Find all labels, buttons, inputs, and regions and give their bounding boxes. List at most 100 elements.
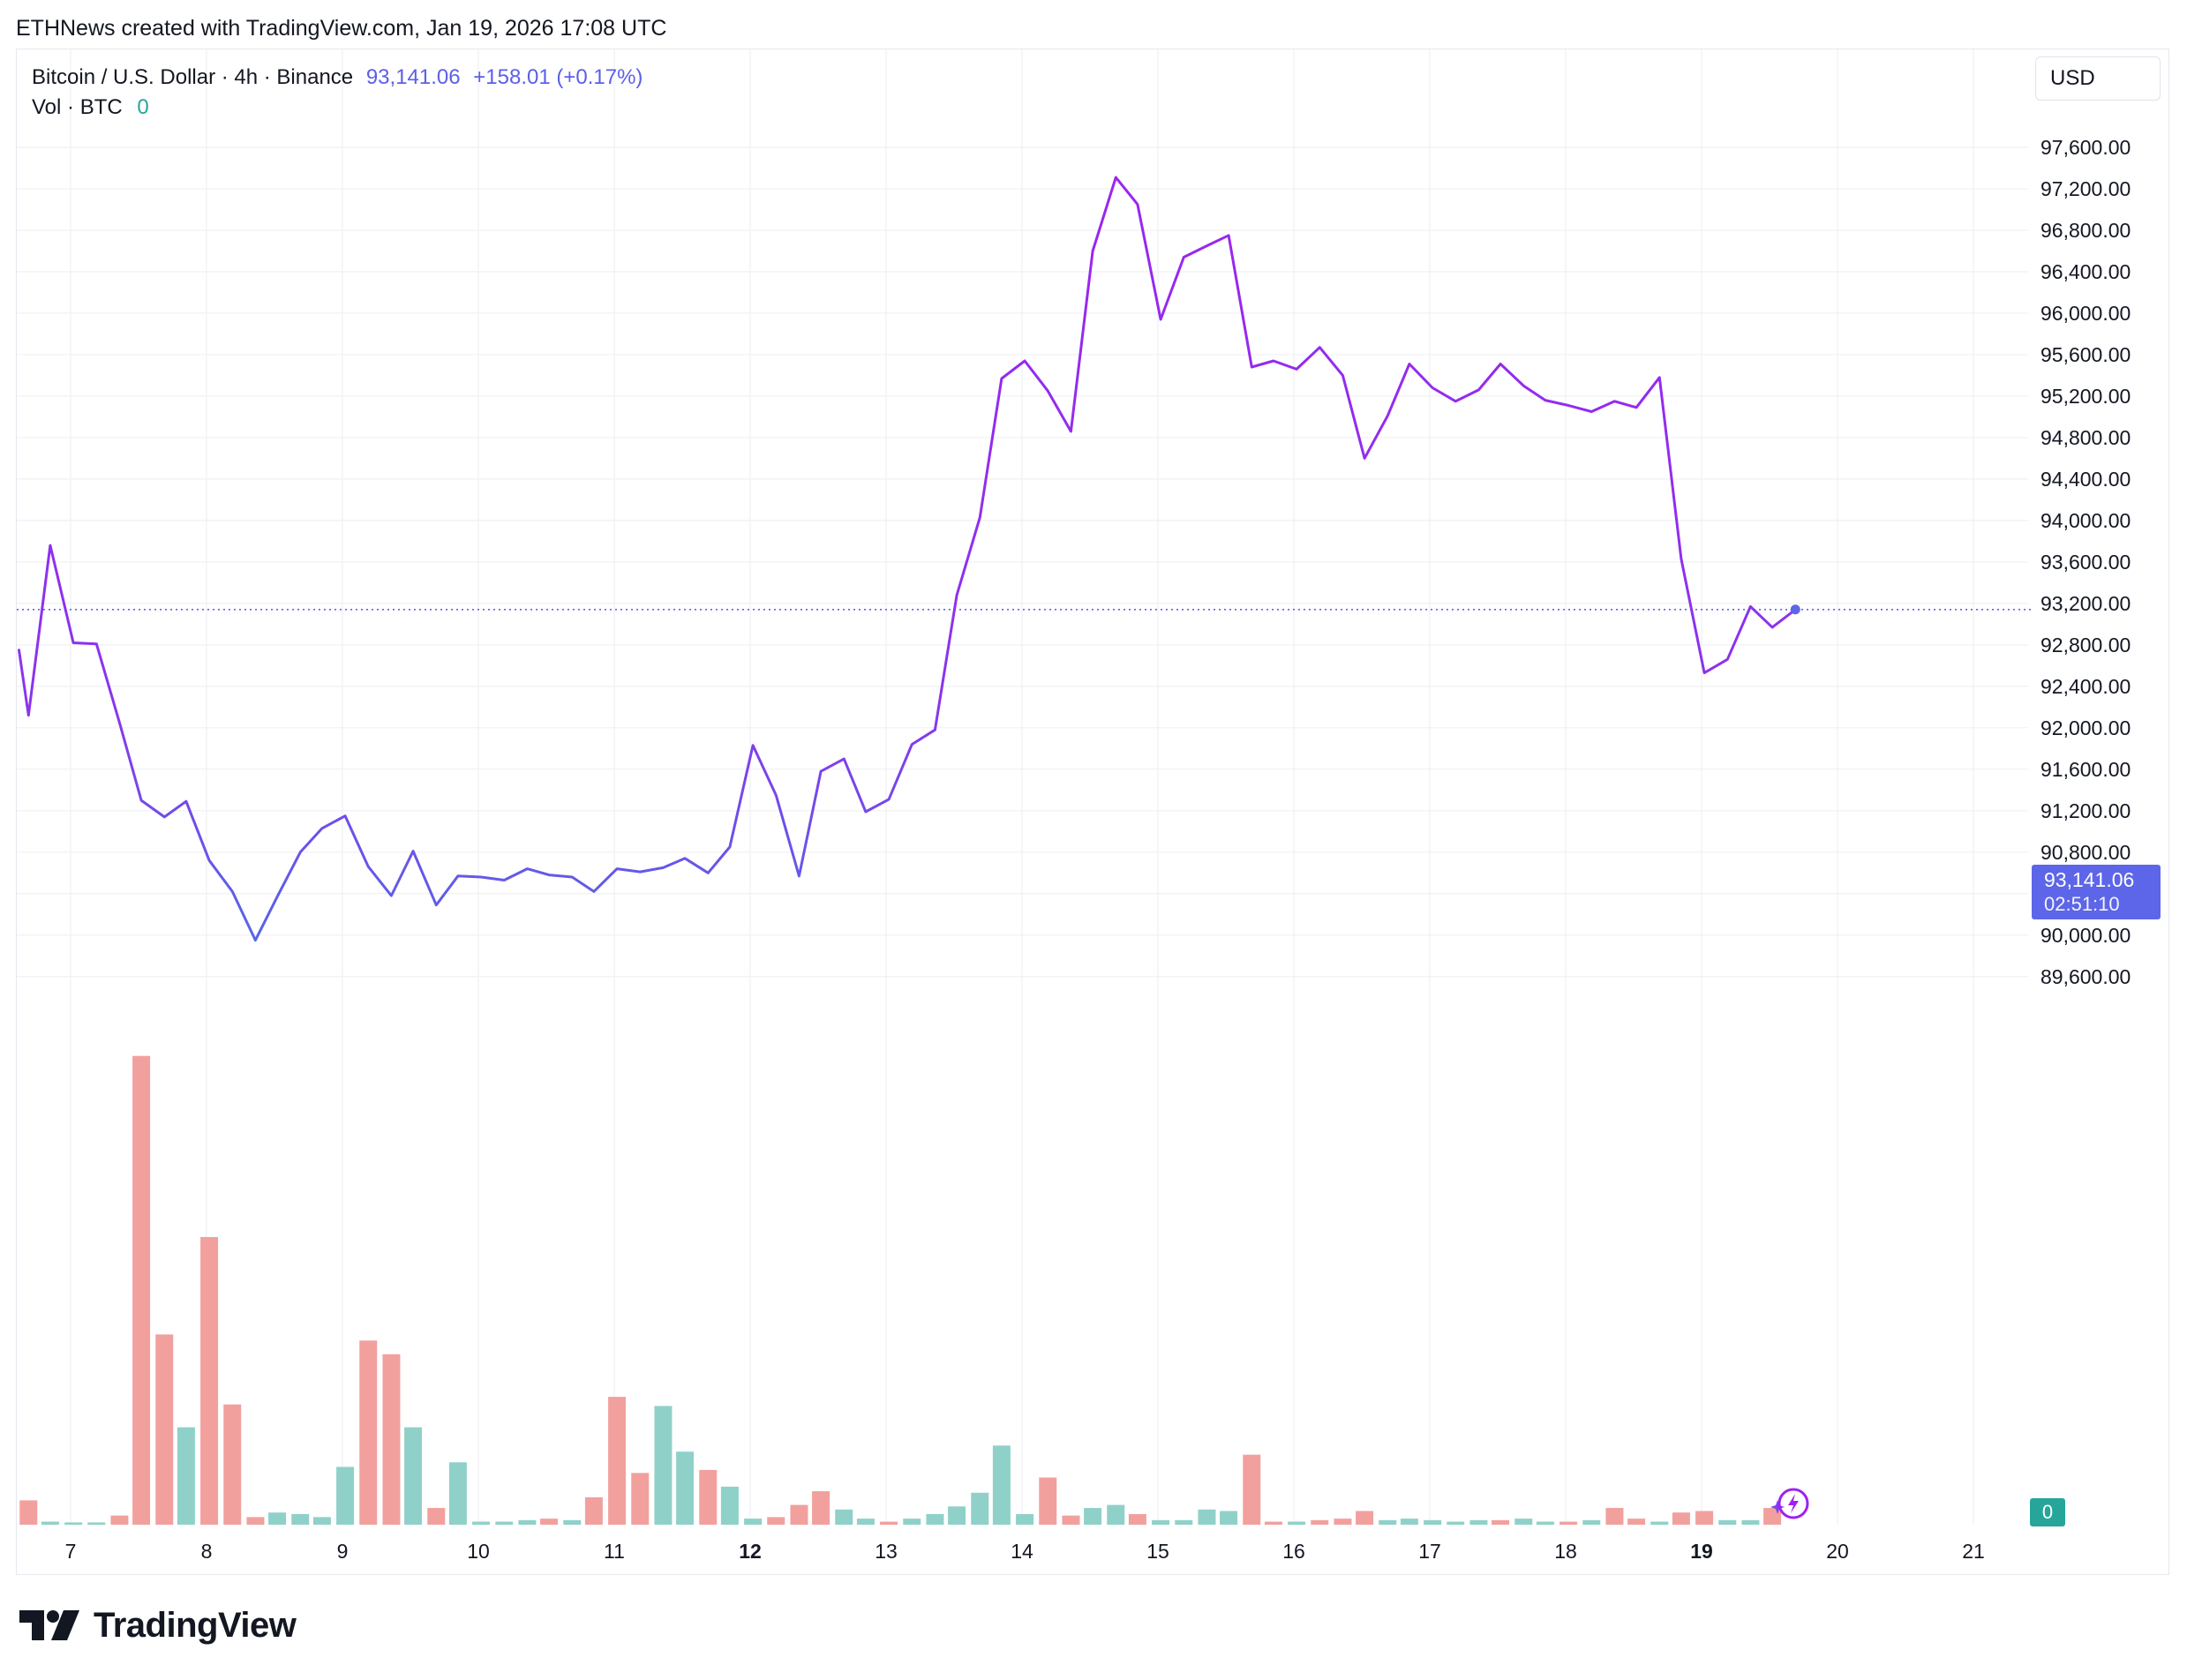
chart-credit: ETHNews created with TradingView.com, Ja…	[16, 16, 667, 41]
last-price-dot	[1790, 604, 1800, 615]
time-axis-label: 15	[1146, 1540, 1169, 1563]
price-axis[interactable]: 89,600.0090,000.0090,400.0090,800.0091,2…	[2040, 136, 2131, 988]
volume-bar-up	[903, 1519, 921, 1525]
volume-bar-up	[720, 1486, 739, 1525]
volume-bar-up	[448, 1462, 467, 1525]
volume-bar-down	[790, 1504, 808, 1525]
volume-bar-up	[948, 1506, 966, 1525]
price-axis-label: 94,800.00	[2040, 426, 2131, 449]
volume-bar-up	[1198, 1509, 1216, 1525]
volume-bar-up	[1469, 1519, 1488, 1525]
volume-bar-down	[812, 1491, 830, 1525]
volume-bar-up	[1718, 1519, 1737, 1525]
volume-bar-up	[1016, 1513, 1034, 1525]
volume-bar-up	[1536, 1521, 1554, 1525]
volume-bar-up	[1400, 1519, 1418, 1525]
price-axis-label: 91,200.00	[2040, 799, 2131, 822]
price-axis-label: 96,000.00	[2040, 302, 2131, 325]
volume-bar-down	[1672, 1512, 1690, 1525]
volume-bar-down	[427, 1508, 446, 1525]
volume-label[interactable]: Vol · BTC	[32, 95, 123, 119]
volume-bar-up	[835, 1509, 853, 1525]
volume-bar-up	[1220, 1511, 1238, 1525]
price-axis-label: 92,800.00	[2040, 634, 2131, 656]
chart-frame	[16, 49, 2169, 1575]
last-price-tag: 93,141.06 02:51:10	[2032, 865, 2161, 919]
volume-bar-up	[971, 1492, 989, 1525]
price-axis-label: 95,600.00	[2040, 343, 2131, 366]
volume-bar-up	[992, 1445, 1011, 1525]
volume-bar-down	[631, 1473, 650, 1525]
tradingview-wordmark: TradingView	[94, 1605, 297, 1645]
volume-bar-down	[584, 1496, 603, 1525]
volume-bar-up	[676, 1451, 695, 1525]
volume-bar-up	[1288, 1521, 1306, 1525]
price-axis-label: 94,000.00	[2040, 509, 2131, 532]
symbol-title[interactable]: Bitcoin / U.S. Dollar · 4h · Binance	[32, 65, 354, 89]
price-axis-label: 90,000.00	[2040, 924, 2131, 947]
tradingview-logo-icon	[19, 1610, 79, 1640]
volume-bar-up	[1107, 1504, 1125, 1525]
chart-grid	[17, 49, 2028, 1525]
time-axis-label: 20	[1826, 1540, 1849, 1563]
volume-bar-up	[563, 1519, 582, 1525]
symbol-legend[interactable]: Bitcoin / U.S. Dollar · 4h · Binance 93,…	[32, 65, 643, 90]
volume-bar-down	[1039, 1477, 1057, 1525]
time-axis-label: 19	[1690, 1540, 1713, 1563]
price-axis-label: 95,200.00	[2040, 385, 2131, 408]
volume-bar-down	[382, 1354, 401, 1525]
volume-bar-up	[1175, 1519, 1193, 1525]
volume-bar-up	[291, 1513, 310, 1525]
volume-bar-down	[1605, 1508, 1624, 1525]
time-axis-label: 17	[1418, 1540, 1441, 1563]
volume-axis-tag: 0	[2030, 1498, 2065, 1526]
bar-countdown: 02:51:10	[2044, 893, 2120, 915]
time-axis-label: 12	[739, 1540, 762, 1563]
volume-bar-down	[1062, 1515, 1080, 1525]
volume-bar-up	[1152, 1519, 1170, 1525]
time-axis-label: 9	[337, 1540, 349, 1563]
volume-bar-down	[19, 1500, 38, 1525]
currency-button[interactable]: USD	[2035, 56, 2161, 101]
volume-bar-up	[312, 1517, 331, 1525]
volume-bar-up	[654, 1406, 673, 1525]
volume-bar-up	[1379, 1519, 1397, 1525]
volume-bar-down	[155, 1334, 174, 1525]
price-axis-label: 91,600.00	[2040, 758, 2131, 781]
price-axis-label: 97,200.00	[2040, 177, 2131, 200]
volume-bar-down	[132, 1055, 151, 1525]
volume-bar-down	[1264, 1521, 1282, 1525]
volume-bar-down	[699, 1469, 718, 1525]
volume-bar-down	[1695, 1511, 1714, 1525]
volume-bar-up	[41, 1521, 59, 1525]
price-axis-label: 96,400.00	[2040, 260, 2131, 283]
time-axis[interactable]: 7 8 9 10 11 12 13 14 15 16 17 18 19 20 21	[65, 1540, 1985, 1563]
volume-bar-down	[223, 1404, 242, 1525]
time-axis-label: 13	[875, 1540, 898, 1563]
time-axis-label: 21	[1962, 1540, 1985, 1563]
price-axis-label: 97,600.00	[2040, 136, 2131, 159]
volume-value: 0	[137, 95, 149, 119]
volume-bar-up	[856, 1519, 875, 1525]
volume-bar-up	[336, 1466, 355, 1525]
volume-bar-down	[1311, 1519, 1329, 1525]
price-axis-label: 93,200.00	[2040, 592, 2131, 615]
legend-change: +158.01 (+0.17%)	[473, 65, 643, 89]
lightning-icon[interactable]	[1765, 1486, 1822, 1525]
volume-bar-up	[472, 1521, 491, 1525]
price-axis-label: 94,400.00	[2040, 468, 2131, 491]
volume-bar-down	[1492, 1519, 1510, 1525]
volume-bar-down	[110, 1515, 129, 1525]
time-axis-label: 7	[65, 1540, 77, 1563]
volume-bar-down	[359, 1340, 378, 1525]
volume-bar-down	[767, 1517, 785, 1525]
volume-bar-down	[1243, 1454, 1261, 1525]
price-axis-label: 92,400.00	[2040, 675, 2131, 698]
volume-bar-up	[1447, 1521, 1465, 1525]
volume-bar-down	[1128, 1513, 1146, 1525]
tradingview-logo[interactable]: TradingView	[19, 1604, 297, 1646]
volume-legend[interactable]: Vol · BTC 0	[32, 95, 149, 120]
price-axis-label: 90,800.00	[2040, 841, 2131, 864]
price-axis-label: 89,600.00	[2040, 965, 2131, 988]
